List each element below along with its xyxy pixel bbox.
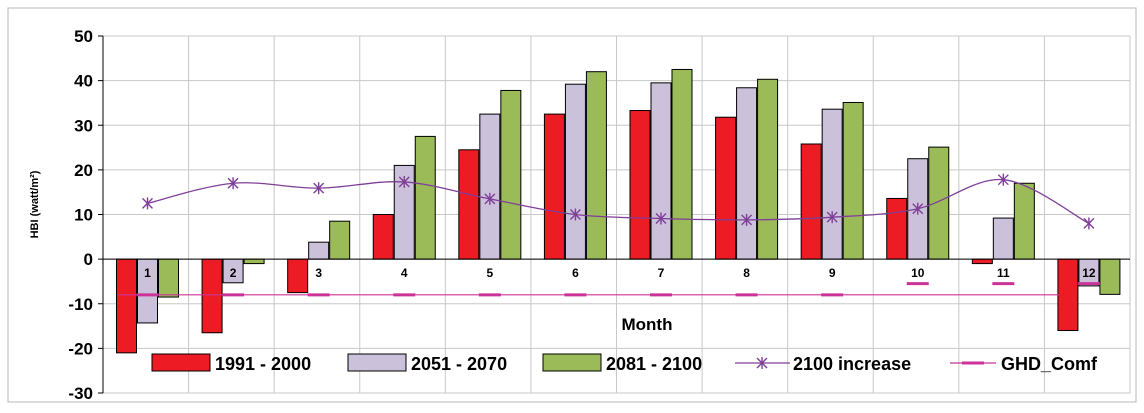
increase-marker [1083, 217, 1095, 230]
bar-1991-2000 [971, 258, 993, 265]
bar-1991-2000 [800, 143, 822, 260]
bar-1991-2000 [629, 110, 651, 260]
increase-marker [997, 173, 1009, 186]
x-tick-label: 5 [486, 266, 493, 280]
increase-marker [142, 197, 153, 210]
x-tick-label: 1 [144, 266, 151, 280]
x-tick-label: 9 [829, 266, 836, 280]
increase-marker [741, 213, 753, 226]
bar-1991-2000 [372, 214, 394, 260]
legend-label: 1991 - 2000 [215, 354, 311, 374]
y-tick-label: -10 [68, 295, 93, 314]
x-axis-label: Month [622, 315, 673, 334]
increase-marker [398, 175, 410, 188]
ghd-comf-series [117, 282, 1100, 297]
bar-1991-2000 [201, 258, 223, 334]
y-tick-label: 50 [74, 27, 93, 46]
bars [116, 68, 1121, 354]
legend-label: 2081 - 2100 [606, 354, 702, 374]
bar-1991-2000 [715, 116, 737, 260]
x-tick-label: 12 [1082, 266, 1096, 280]
bar-2081-2100 [329, 220, 351, 260]
y-tick-label: -20 [68, 339, 93, 358]
bar-2081-2100 [671, 68, 693, 260]
bar-2081-2100 [1013, 182, 1035, 260]
bar-2051-2070 [992, 217, 1014, 260]
bar-2081-2100 [585, 71, 607, 260]
bar-1991-2000 [1057, 258, 1079, 332]
bar-2081-2100 [243, 258, 265, 265]
x-tick-label: 7 [658, 266, 665, 280]
legend-label: GHD_Comf [1001, 354, 1098, 374]
x-tick-label: 3 [315, 266, 322, 280]
bar-2051-2070 [736, 87, 758, 260]
bar-2081-2100 [1099, 258, 1121, 295]
increase-marker [313, 182, 325, 195]
bar-2081-2100 [757, 78, 779, 260]
legend-asterisk-icon [756, 357, 768, 369]
x-tick-label: 11 [997, 266, 1010, 280]
bar-1991-2000 [543, 113, 565, 260]
y-tick-label: -30 [68, 384, 93, 403]
bar-2051-2070 [564, 83, 586, 260]
bar-2081-2100 [500, 89, 522, 260]
legend-label: 2051 - 2070 [411, 354, 507, 374]
increase-line [147, 179, 1090, 225]
legend-label: 2100 increase [793, 354, 911, 374]
legend-swatch [542, 353, 602, 372]
increase-marker [484, 192, 496, 205]
increase-marker [569, 208, 581, 221]
bar-1991-2000 [287, 258, 309, 294]
bar-2051-2070 [479, 113, 501, 260]
y-tick-label: 30 [74, 116, 93, 135]
x-tick-label: 2 [230, 266, 237, 280]
bar-2081-2100 [158, 258, 179, 298]
bar-2051-2070 [308, 241, 330, 260]
y-tick-label: 10 [74, 206, 93, 225]
bar-2081-2100 [928, 146, 950, 260]
y-axis-label: HBI (watt/m²) [29, 170, 41, 238]
y-tick-label: 0 [84, 250, 93, 269]
legend-swatch [151, 353, 211, 372]
bar-1991-2000 [116, 258, 137, 354]
y-tick-label: 40 [74, 72, 93, 91]
bar-2081-2100 [842, 101, 864, 260]
increase-marker [912, 202, 924, 215]
x-tick-label: 4 [401, 266, 408, 280]
legend: 1991 - 2000 2051 - 2070 2081 - 2100 2100 in… [151, 353, 1098, 374]
y-tick-label: 20 [74, 161, 93, 180]
bar-2051-2070 [821, 108, 843, 260]
increase-marker [227, 177, 239, 190]
x-tick-label: 6 [572, 266, 579, 280]
legend-swatch [347, 353, 407, 372]
increase-marker [655, 212, 667, 225]
x-tick-label: 8 [743, 266, 750, 280]
increase-line-series [142, 173, 1095, 230]
x-tick-label: 10 [911, 266, 925, 280]
increase-marker [826, 211, 838, 224]
bar-1991-2000 [458, 149, 480, 260]
bar-2051-2070 [650, 82, 672, 260]
bar-1991-2000 [886, 197, 908, 260]
bar-2081-2100 [414, 135, 436, 260]
